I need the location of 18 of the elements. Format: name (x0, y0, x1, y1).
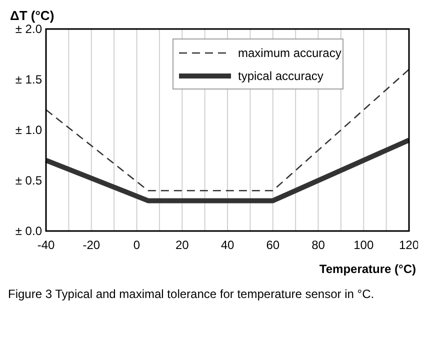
x-tick-label: -40 (37, 238, 55, 252)
y-tick-label: ± 0.5 (15, 174, 42, 188)
y-axis-title: ΔT (°C) (10, 8, 54, 23)
x-tick-label: 40 (220, 238, 234, 252)
x-tick-label: 0 (133, 238, 140, 252)
y-tick-label: ± 2.0 (15, 22, 42, 36)
x-axis-title: Temperature (°C) (319, 262, 416, 276)
legend-label: typical accuracy (238, 69, 324, 83)
y-tick-label: ± 1.5 (15, 72, 42, 86)
caption: Figure 3 Typical and maximal tolerance for temperature sensor in °C. (8, 287, 376, 302)
x-tick-label: -20 (82, 238, 100, 252)
x-tick-label: 80 (312, 238, 326, 252)
x-tick-label: 20 (175, 238, 190, 252)
x-tick-label: 100 (354, 238, 374, 252)
legend-label: maximum accuracy (238, 46, 342, 60)
y-tick-label: ± 0.0 (15, 224, 42, 238)
y-tick-label: ± 1.0 (15, 123, 42, 137)
x-tick-label: 60 (266, 238, 280, 252)
